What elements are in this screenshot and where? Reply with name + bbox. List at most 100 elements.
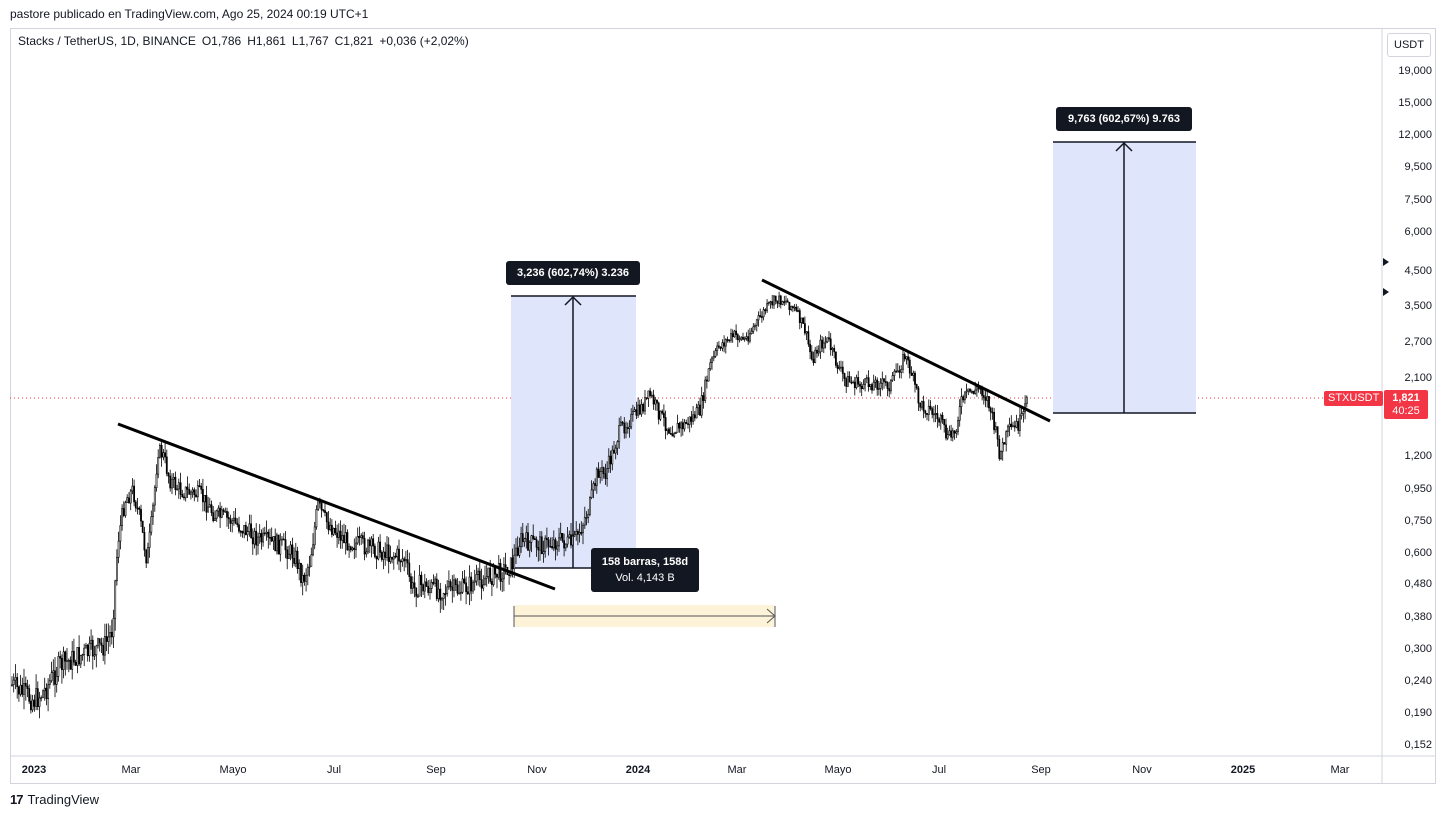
candle-body <box>518 546 521 556</box>
candle-body <box>351 547 354 551</box>
candle-body <box>28 688 31 702</box>
price-axis-label: 0,750 <box>1404 515 1432 527</box>
candle-body <box>941 414 944 420</box>
candle-body <box>604 473 607 479</box>
candle-body <box>745 336 748 339</box>
candle-body <box>410 576 412 589</box>
tradingview-logo[interactable]: 17 TradingView <box>10 792 99 807</box>
candle-body <box>860 385 863 389</box>
candle-body <box>251 537 254 545</box>
measure-label-2[interactable]: 9,763 (602,67%) 9.763 <box>1056 107 1192 131</box>
candle-body <box>160 444 163 458</box>
candle-body <box>769 301 772 303</box>
candle-body <box>334 527 337 534</box>
candle-body <box>429 588 431 593</box>
axis-unit-button[interactable]: USDT <box>1387 33 1431 57</box>
candle-body <box>671 433 674 437</box>
candle-body <box>950 430 953 438</box>
candle-body <box>287 553 290 559</box>
candle-body <box>594 483 597 486</box>
candle-body <box>365 551 368 555</box>
candle-body <box>640 403 643 415</box>
candle-body <box>828 337 830 340</box>
candle-body <box>544 537 547 552</box>
candle-body <box>195 494 197 498</box>
candle-body <box>43 687 46 692</box>
candle-body <box>945 424 947 439</box>
legend-symbol[interactable]: Stacks / TetherUS, 1D, BINANCE <box>18 34 196 48</box>
candle-body <box>876 379 879 390</box>
candle-body <box>50 672 53 682</box>
candle-body <box>215 510 218 519</box>
candle-body <box>1012 425 1014 428</box>
candle-body <box>153 487 156 506</box>
candle-body <box>485 576 488 579</box>
candle-body <box>265 531 268 534</box>
time-axis-label: Sep <box>426 764 446 776</box>
candle-body <box>425 581 428 587</box>
candle-body <box>587 513 590 518</box>
candle-body <box>502 564 505 580</box>
candle-body <box>649 390 652 396</box>
candle-body <box>379 541 382 553</box>
candle-body <box>699 404 701 416</box>
candle-body <box>310 554 313 567</box>
candle-body <box>554 539 557 550</box>
candle-body <box>659 410 662 420</box>
candle-body <box>458 592 461 595</box>
candle-body <box>850 381 853 384</box>
candle-body <box>542 551 545 555</box>
candle-body <box>845 378 848 387</box>
candle-body <box>824 341 827 344</box>
symbol-legend[interactable]: Stacks / TetherUS, 1D, BINANCE O1,786 H1… <box>18 34 469 48</box>
candle-body <box>511 557 514 569</box>
candle-body <box>179 482 182 495</box>
candle-body <box>172 476 175 480</box>
candle-body <box>24 682 27 687</box>
candle-body <box>826 337 829 343</box>
candle-body <box>733 330 736 338</box>
candle-body <box>449 581 452 588</box>
candle-body <box>322 509 325 512</box>
legend-change: +0,036 (+2,02%) <box>379 34 469 48</box>
candle-body <box>439 588 442 601</box>
candle-body <box>871 384 873 391</box>
candle-body <box>996 426 999 440</box>
candle-body <box>988 396 990 409</box>
candle-body <box>981 388 984 396</box>
candle-body <box>159 444 161 458</box>
candle-body <box>607 455 610 469</box>
candle-body <box>731 333 734 338</box>
candle-body <box>269 536 271 539</box>
candle-body <box>795 306 798 311</box>
time-axis-label: Mayo <box>825 764 852 776</box>
candle-body <box>716 345 719 351</box>
candle-body <box>626 427 629 430</box>
candle-body <box>520 533 523 547</box>
candle-body <box>896 370 899 373</box>
candle-body <box>912 372 915 376</box>
candle-body <box>308 565 311 568</box>
candle-body <box>509 557 512 576</box>
candle-body <box>934 413 937 415</box>
candle-body <box>183 496 185 499</box>
range-info-box[interactable]: 158 barras, 158d Vol. 4,143 B <box>591 548 699 592</box>
time-axis-label: Sep <box>1031 764 1051 776</box>
chart-frame[interactable] <box>10 28 1436 784</box>
candle-body <box>926 413 928 415</box>
measure-label-1[interactable]: 3,236 (602,74%) 3.236 <box>506 261 640 285</box>
candle-body <box>597 468 600 478</box>
candle-body <box>717 345 720 348</box>
candle-body <box>236 522 239 526</box>
candle-body <box>575 530 578 535</box>
candle-body <box>742 336 744 340</box>
candle-body <box>200 485 203 490</box>
candle-body <box>88 642 91 657</box>
candle-body <box>508 574 511 577</box>
candle-body <box>234 517 237 524</box>
candle-body <box>435 578 438 600</box>
price-axis-label: 15,000 <box>1398 97 1432 109</box>
price-axis-label: 2,100 <box>1404 372 1432 384</box>
candle-body <box>788 301 791 311</box>
